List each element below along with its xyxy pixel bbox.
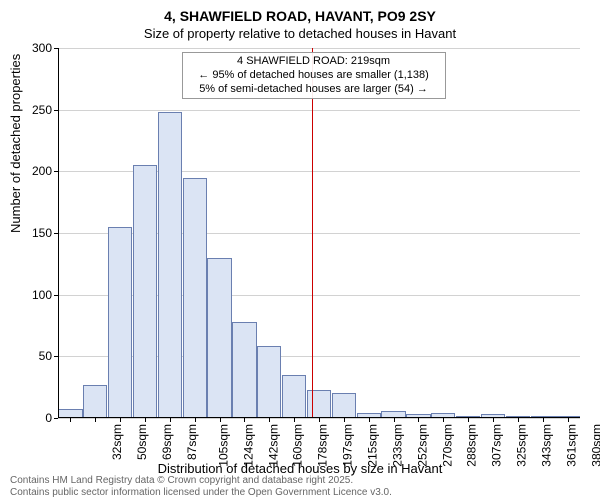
footer-line-2: Contains public sector information licen… bbox=[10, 487, 392, 499]
chart-title: 4, SHAWFIELD ROAD, HAVANT, PO9 2SY bbox=[0, 8, 600, 24]
x-tick-mark bbox=[70, 418, 71, 422]
y-tick-mark bbox=[54, 418, 58, 419]
x-tick-mark bbox=[319, 418, 320, 422]
x-tick-mark bbox=[344, 418, 345, 422]
y-tick-label: 100 bbox=[12, 288, 52, 302]
x-tick-mark bbox=[269, 418, 270, 422]
x-tick-mark bbox=[493, 418, 494, 422]
x-tick-mark bbox=[443, 418, 444, 422]
footer-attribution: Contains HM Land Registry data © Crown c… bbox=[10, 475, 392, 498]
histogram-bar bbox=[282, 375, 306, 418]
annotation-box: 4 SHAWFIELD ROAD: 219sqm ← 95% of detach… bbox=[182, 52, 446, 99]
x-tick-label: 69sqm bbox=[160, 424, 174, 460]
x-tick-mark bbox=[294, 418, 295, 422]
x-tick-mark bbox=[120, 418, 121, 422]
bars-group bbox=[58, 48, 580, 418]
histogram-bar bbox=[83, 385, 107, 418]
y-axis-line bbox=[58, 48, 59, 418]
y-tick-mark bbox=[54, 48, 58, 49]
x-tick-mark bbox=[369, 418, 370, 422]
footer-line-1: Contains HM Land Registry data © Crown c… bbox=[10, 475, 392, 487]
y-axis-label: Number of detached properties bbox=[8, 54, 23, 233]
x-tick-label: 32sqm bbox=[110, 424, 124, 460]
x-tick-label: 87sqm bbox=[185, 424, 199, 460]
x-tick-mark bbox=[418, 418, 419, 422]
histogram-chart: 4, SHAWFIELD ROAD, HAVANT, PO9 2SY Size … bbox=[0, 0, 600, 500]
x-tick-mark bbox=[244, 418, 245, 422]
y-tick-mark bbox=[54, 295, 58, 296]
x-tick-mark bbox=[170, 418, 171, 422]
y-tick-label: 50 bbox=[12, 349, 52, 363]
reference-line bbox=[312, 48, 313, 418]
x-tick-mark bbox=[220, 418, 221, 422]
x-tick-mark bbox=[95, 418, 96, 422]
x-axis-label: Distribution of detached houses by size … bbox=[0, 461, 600, 476]
x-tick-mark bbox=[195, 418, 196, 422]
x-tick-label: 50sqm bbox=[135, 424, 149, 460]
histogram-bar bbox=[232, 322, 256, 418]
histogram-bar bbox=[257, 346, 281, 418]
histogram-bar bbox=[108, 227, 132, 418]
x-tick-mark bbox=[543, 418, 544, 422]
histogram-bar bbox=[133, 165, 157, 418]
histogram-bar bbox=[207, 258, 231, 418]
chart-subtitle: Size of property relative to detached ho… bbox=[0, 26, 600, 41]
y-tick-mark bbox=[54, 233, 58, 234]
x-tick-mark bbox=[568, 418, 569, 422]
x-tick-mark bbox=[468, 418, 469, 422]
histogram-bar bbox=[332, 393, 356, 418]
plot-area: 4 SHAWFIELD ROAD: 219sqm ← 95% of detach… bbox=[58, 48, 580, 418]
y-tick-mark bbox=[54, 171, 58, 172]
y-tick-label: 0 bbox=[12, 411, 52, 425]
annotation-line-3: 5% of semi-detached houses are larger (5… bbox=[189, 83, 439, 97]
histogram-bar bbox=[307, 390, 331, 418]
annotation-line-2: ← 95% of detached houses are smaller (1,… bbox=[189, 69, 439, 83]
annotation-line-1: 4 SHAWFIELD ROAD: 219sqm bbox=[189, 55, 439, 69]
histogram-bar bbox=[183, 178, 207, 419]
x-tick-mark bbox=[394, 418, 395, 422]
y-tick-mark bbox=[54, 356, 58, 357]
x-tick-mark bbox=[145, 418, 146, 422]
y-tick-mark bbox=[54, 110, 58, 111]
histogram-bar bbox=[158, 112, 182, 418]
x-tick-mark bbox=[518, 418, 519, 422]
